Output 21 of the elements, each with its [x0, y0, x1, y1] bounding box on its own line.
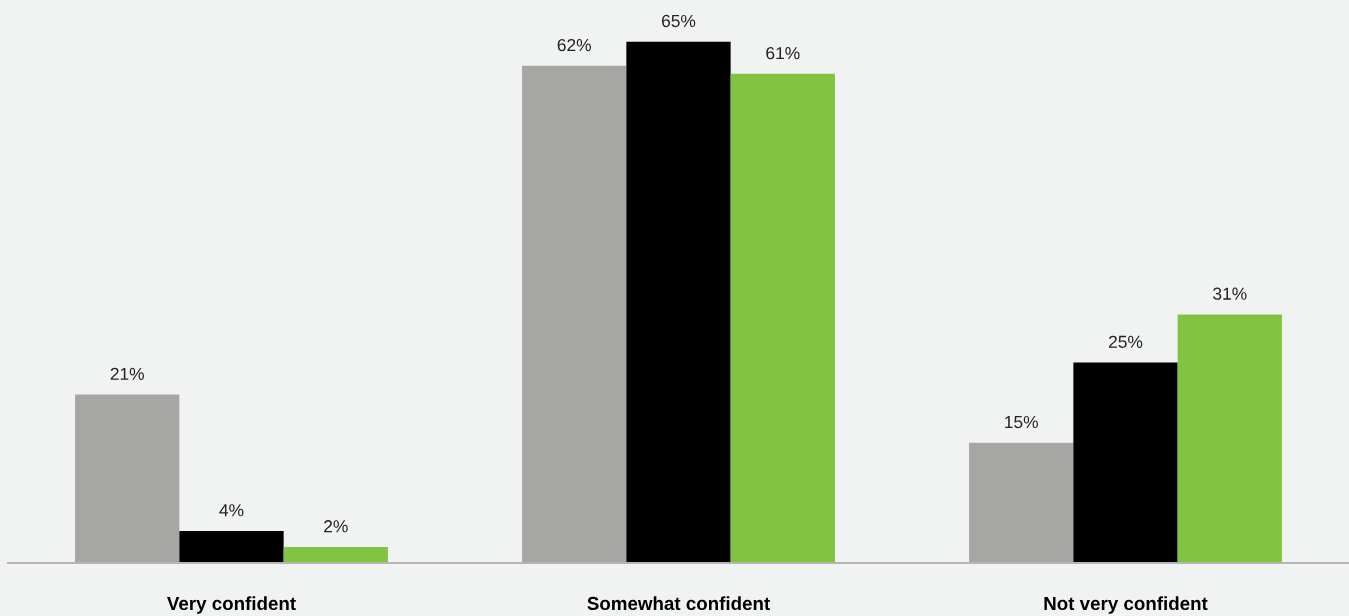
- bar: [522, 65, 627, 563]
- data-label: 2%: [324, 520, 348, 533]
- x-tick-label: Not very confident: [1044, 596, 1208, 614]
- bar: [626, 41, 731, 563]
- bar: [283, 546, 388, 563]
- bar: [1177, 314, 1282, 563]
- data-label: 62%: [557, 38, 591, 52]
- data-label: 61%: [766, 46, 800, 60]
- data-label: 65%: [662, 14, 696, 28]
- data-label: 31%: [1213, 287, 1247, 300]
- data-label: 4%: [219, 504, 244, 517]
- bar: [75, 394, 180, 563]
- data-label: 21%: [110, 367, 144, 380]
- data-label: 15%: [1005, 415, 1038, 429]
- bar: [179, 530, 284, 563]
- data-label: 25%: [1109, 335, 1143, 348]
- x-tick-label: Somewhat confident: [587, 596, 770, 611]
- bar: [1073, 362, 1178, 563]
- bar: [730, 73, 835, 563]
- bar: [969, 442, 1074, 563]
- x-tick-label: Very confident: [167, 596, 296, 614]
